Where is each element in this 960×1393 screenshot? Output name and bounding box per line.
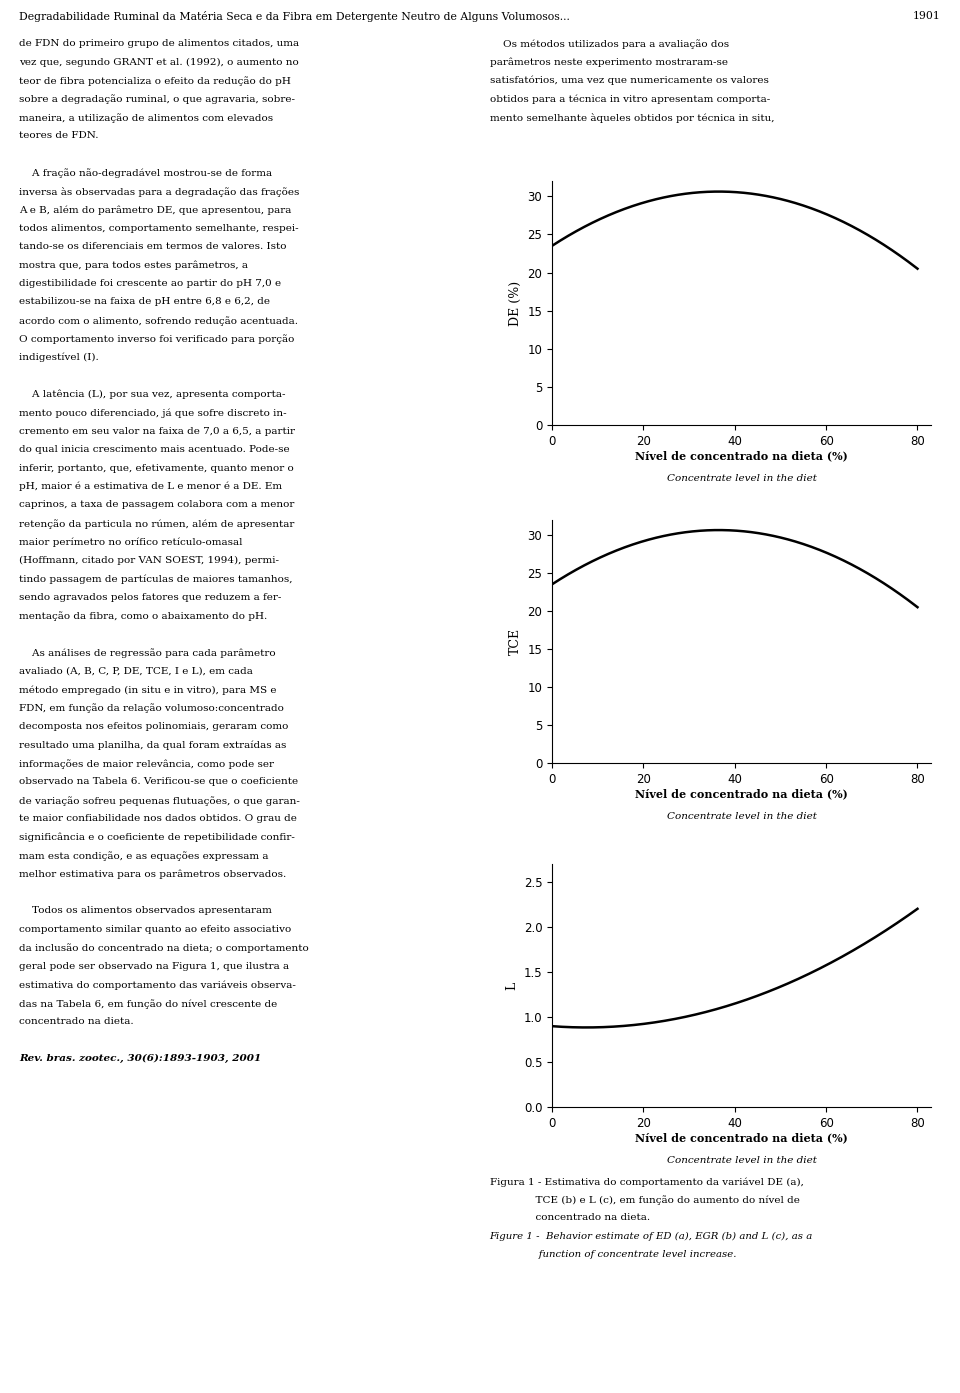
Text: do qual inicia crescimento mais acentuado. Pode-se: do qual inicia crescimento mais acentuad… xyxy=(19,446,290,454)
Text: Rev. bras. zootec., 30(6):1893-1903, 2001: Rev. bras. zootec., 30(6):1893-1903, 200… xyxy=(19,1055,261,1063)
Text: concentrado na dieta.: concentrado na dieta. xyxy=(19,1017,133,1027)
Text: inferir, portanto, que, efetivamente, quanto menor o: inferir, portanto, que, efetivamente, qu… xyxy=(19,464,294,472)
Text: sobre a degradação ruminal, o que agravaria, sobre-: sobre a degradação ruminal, o que agrava… xyxy=(19,95,296,104)
Text: comportamento similar quanto ao efeito associativo: comportamento similar quanto ao efeito a… xyxy=(19,925,292,933)
Text: Nível de concentrado na dieta (%): Nível de concentrado na dieta (%) xyxy=(636,450,848,461)
Text: observado na Tabela 6. Verificou-se que o coeficiente: observado na Tabela 6. Verificou-se que … xyxy=(19,777,299,786)
Text: tando-se os diferenciais em termos de valores. Isto: tando-se os diferenciais em termos de va… xyxy=(19,242,287,251)
Text: indigestível (I).: indigestível (I). xyxy=(19,352,99,362)
Text: significância e o coeficiente de repetibilidade confir-: significância e o coeficiente de repetib… xyxy=(19,833,295,843)
Text: resultado uma planilha, da qual foram extraídas as: resultado uma planilha, da qual foram ex… xyxy=(19,741,287,749)
Text: de FDN do primeiro grupo de alimentos citados, uma: de FDN do primeiro grupo de alimentos ci… xyxy=(19,39,300,47)
Text: te maior confiabilidade nos dados obtidos. O grau de: te maior confiabilidade nos dados obtido… xyxy=(19,814,297,823)
Text: teores de FDN.: teores de FDN. xyxy=(19,131,99,141)
Text: estimativa do comportamento das variáveis observa-: estimativa do comportamento das variávei… xyxy=(19,981,296,990)
Text: teor de fibra potencializa o efeito da redução do pH: teor de fibra potencializa o efeito da r… xyxy=(19,75,291,86)
Text: inversa às observadas para a degradação das frações: inversa às observadas para a degradação … xyxy=(19,187,300,196)
Text: de variação sofreu pequenas flutuações, o que garan-: de variação sofreu pequenas flutuações, … xyxy=(19,795,300,805)
Text: function of concentrate level increase.: function of concentrate level increase. xyxy=(490,1250,736,1258)
Text: estabilizou-se na faixa de pH entre 6,8 e 6,2, de: estabilizou-se na faixa de pH entre 6,8 … xyxy=(19,298,270,306)
Y-axis label: L: L xyxy=(505,982,518,989)
Text: sendo agravados pelos fatores que reduzem a fer-: sendo agravados pelos fatores que reduze… xyxy=(19,593,281,602)
Text: (Hoffmann, citado por VAN SOEST, 1994), permi-: (Hoffmann, citado por VAN SOEST, 1994), … xyxy=(19,556,279,566)
Text: mento pouco diferenciado, já que sofre discreto in-: mento pouco diferenciado, já que sofre d… xyxy=(19,408,287,418)
Text: Concentrate level in the diet: Concentrate level in the diet xyxy=(666,812,817,820)
Text: melhor estimativa para os parâmetros observados.: melhor estimativa para os parâmetros obs… xyxy=(19,869,286,879)
Text: pH, maior é a estimativa de L e menor é a DE. Em: pH, maior é a estimativa de L e menor é … xyxy=(19,482,282,492)
Text: 1901: 1901 xyxy=(913,11,941,21)
Text: A e B, além do parâmetro DE, que apresentou, para: A e B, além do parâmetro DE, que apresen… xyxy=(19,205,292,215)
Text: As análises de regressão para cada parâmetro: As análises de regressão para cada parâm… xyxy=(19,648,276,657)
Text: Concentrate level in the diet: Concentrate level in the diet xyxy=(666,1156,817,1165)
Text: Nível de concentrado na dieta (%): Nível de concentrado na dieta (%) xyxy=(636,788,848,800)
Text: mostra que, para todos estes parâmetros, a: mostra que, para todos estes parâmetros,… xyxy=(19,260,249,270)
Text: A latência (L), por sua vez, apresenta comporta-: A latência (L), por sua vez, apresenta c… xyxy=(19,390,286,400)
Text: acordo com o alimento, sofrendo redução acentuada.: acordo com o alimento, sofrendo redução … xyxy=(19,316,299,326)
Text: decomposta nos efeitos polinomiais, geraram como: decomposta nos efeitos polinomiais, gera… xyxy=(19,722,289,731)
Text: parâmetros neste experimento mostraram-se: parâmetros neste experimento mostraram-s… xyxy=(490,57,728,67)
Text: Figure 1 -  Behavior estimate of ED (a), EGR (b) and L (c), as a: Figure 1 - Behavior estimate of ED (a), … xyxy=(490,1231,813,1241)
Text: digestibilidade foi crescente ao partir do pH 7,0 e: digestibilidade foi crescente ao partir … xyxy=(19,279,281,288)
Text: TCE (b) e L (c), em função do aumento do nível de: TCE (b) e L (c), em função do aumento do… xyxy=(490,1195,800,1205)
Text: vez que, segundo GRANT et al. (1992), o aumento no: vez que, segundo GRANT et al. (1992), o … xyxy=(19,57,299,67)
Text: FDN, em função da relação volumoso:concentrado: FDN, em função da relação volumoso:conce… xyxy=(19,703,284,713)
Text: Os métodos utilizados para a avaliação dos: Os métodos utilizados para a avaliação d… xyxy=(490,39,729,49)
Text: da inclusão do concentrado na dieta; o comportamento: da inclusão do concentrado na dieta; o c… xyxy=(19,943,309,953)
Text: geral pode ser observado na Figura 1, que ilustra a: geral pode ser observado na Figura 1, qu… xyxy=(19,961,289,971)
Text: mento semelhante àqueles obtidos por técnica in situ,: mento semelhante àqueles obtidos por téc… xyxy=(490,113,774,123)
Text: Todos os alimentos observados apresentaram: Todos os alimentos observados apresentar… xyxy=(19,907,272,915)
Text: mam esta condição, e as equações expressam a: mam esta condição, e as equações express… xyxy=(19,851,269,861)
Text: Concentrate level in the diet: Concentrate level in the diet xyxy=(666,474,817,482)
Text: satisfatórios, uma vez que numericamente os valores: satisfatórios, uma vez que numericamente… xyxy=(490,75,768,85)
Y-axis label: TCE: TCE xyxy=(509,628,522,655)
Text: avaliado (A, B, C, P, DE, TCE, I e L), em cada: avaliado (A, B, C, P, DE, TCE, I e L), e… xyxy=(19,667,253,676)
Text: maior perímetro no orífico retículo-omasal: maior perímetro no orífico retículo-omas… xyxy=(19,538,243,547)
Text: caprinos, a taxa de passagem colabora com a menor: caprinos, a taxa de passagem colabora co… xyxy=(19,500,295,510)
Text: Nível de concentrado na dieta (%): Nível de concentrado na dieta (%) xyxy=(636,1133,848,1144)
Y-axis label: DE (%): DE (%) xyxy=(509,280,522,326)
Text: tindo passagem de partículas de maiores tamanhos,: tindo passagem de partículas de maiores … xyxy=(19,574,293,584)
Text: obtidos para a técnica in vitro apresentam comporta-: obtidos para a técnica in vitro apresent… xyxy=(490,95,770,104)
Text: maneira, a utilização de alimentos com elevados: maneira, a utilização de alimentos com e… xyxy=(19,113,274,123)
Text: das na Tabela 6, em função do nível crescente de: das na Tabela 6, em função do nível cres… xyxy=(19,999,277,1009)
Text: cremento em seu valor na faixa de 7,0 a 6,5, a partir: cremento em seu valor na faixa de 7,0 a … xyxy=(19,426,296,436)
Text: A fração não-degradável mostrou-se de forma: A fração não-degradável mostrou-se de fo… xyxy=(19,169,273,178)
Text: Degradabilidade Ruminal da Matéria Seca e da Fibra em Detergente Neutro de Algun: Degradabilidade Ruminal da Matéria Seca … xyxy=(19,11,570,22)
Text: O comportamento inverso foi verificado para porção: O comportamento inverso foi verificado p… xyxy=(19,334,295,344)
Text: mentação da fibra, como o abaixamento do pH.: mentação da fibra, como o abaixamento do… xyxy=(19,612,268,621)
Text: Figura 1 - Estimativa do comportamento da variável DE (a),: Figura 1 - Estimativa do comportamento d… xyxy=(490,1177,804,1187)
Text: informações de maior relevância, como pode ser: informações de maior relevância, como po… xyxy=(19,759,275,769)
Text: retenção da particula no rúmen, além de apresentar: retenção da particula no rúmen, além de … xyxy=(19,520,295,529)
Text: método empregado (in situ e in vitro), para MS e: método empregado (in situ e in vitro), p… xyxy=(19,685,276,695)
Text: concentrado na dieta.: concentrado na dieta. xyxy=(490,1213,650,1222)
Text: todos alimentos, comportamento semelhante, respei-: todos alimentos, comportamento semelhant… xyxy=(19,224,299,233)
